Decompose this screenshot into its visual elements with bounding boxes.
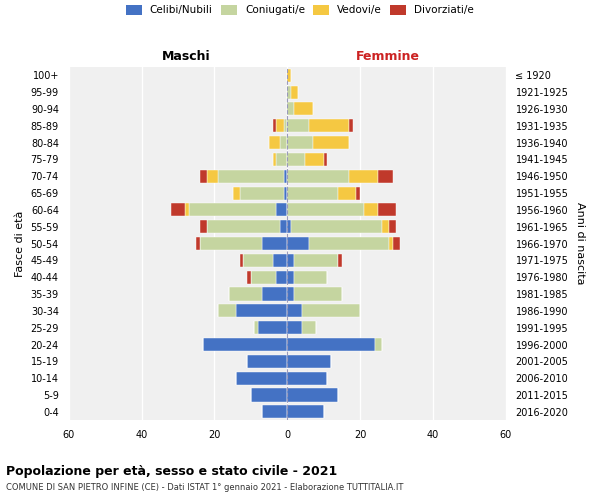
Bar xyxy=(200,170,207,183)
Bar xyxy=(364,204,378,216)
Bar xyxy=(247,270,251,284)
Bar xyxy=(189,204,276,216)
Bar xyxy=(287,220,291,234)
Bar xyxy=(262,406,287,418)
Bar xyxy=(251,270,276,284)
Text: Femmine: Femmine xyxy=(356,50,420,64)
Bar xyxy=(276,119,284,132)
Bar xyxy=(287,237,309,250)
Bar xyxy=(287,355,331,368)
Bar xyxy=(287,186,338,200)
Bar xyxy=(291,220,382,234)
Bar xyxy=(313,136,349,149)
Bar xyxy=(295,254,338,267)
Bar xyxy=(196,237,200,250)
Bar xyxy=(258,321,287,334)
Bar xyxy=(251,388,287,402)
Bar xyxy=(287,119,309,132)
Bar xyxy=(378,204,397,216)
Bar xyxy=(200,237,262,250)
Bar xyxy=(287,170,349,183)
Bar xyxy=(287,372,327,385)
Bar xyxy=(284,186,287,200)
Bar xyxy=(349,170,378,183)
Bar xyxy=(389,220,397,234)
Bar xyxy=(240,254,244,267)
Bar xyxy=(218,304,236,318)
Bar xyxy=(287,270,295,284)
Bar xyxy=(272,119,276,132)
Bar xyxy=(295,288,342,300)
Bar xyxy=(389,237,393,250)
Bar xyxy=(262,237,287,250)
Bar xyxy=(295,270,327,284)
Bar xyxy=(284,170,287,183)
Bar xyxy=(356,186,360,200)
Bar xyxy=(287,288,295,300)
Bar xyxy=(218,170,284,183)
Bar xyxy=(338,186,356,200)
Bar xyxy=(276,270,287,284)
Bar xyxy=(200,220,207,234)
Text: Maschi: Maschi xyxy=(163,50,211,64)
Bar xyxy=(287,254,295,267)
Bar xyxy=(287,102,295,116)
Bar xyxy=(236,372,287,385)
Bar xyxy=(349,119,353,132)
Bar xyxy=(284,119,287,132)
Bar xyxy=(309,237,389,250)
Bar xyxy=(280,220,287,234)
Bar xyxy=(287,321,302,334)
Bar xyxy=(287,204,364,216)
Bar xyxy=(272,254,287,267)
Bar xyxy=(287,153,305,166)
Bar xyxy=(236,304,287,318)
Bar xyxy=(272,153,276,166)
Bar xyxy=(287,136,313,149)
Bar xyxy=(287,68,291,82)
Bar xyxy=(378,170,393,183)
Bar xyxy=(305,153,323,166)
Bar xyxy=(338,254,342,267)
Bar xyxy=(287,338,374,351)
Bar xyxy=(309,119,349,132)
Bar xyxy=(276,204,287,216)
Bar xyxy=(170,204,185,216)
Bar xyxy=(323,153,327,166)
Y-axis label: Fasce di età: Fasce di età xyxy=(15,210,25,277)
Bar xyxy=(291,86,298,98)
Y-axis label: Anni di nascita: Anni di nascita xyxy=(575,202,585,285)
Bar xyxy=(393,237,400,250)
Bar xyxy=(280,136,287,149)
Text: Popolazione per età, sesso e stato civile - 2021: Popolazione per età, sesso e stato civil… xyxy=(6,465,337,478)
Bar xyxy=(382,220,389,234)
Bar xyxy=(374,338,382,351)
Bar xyxy=(302,304,360,318)
Bar xyxy=(276,153,287,166)
Bar xyxy=(269,136,280,149)
Text: COMUNE DI SAN PIETRO INFINE (CE) - Dati ISTAT 1° gennaio 2021 - Elaborazione TUT: COMUNE DI SAN PIETRO INFINE (CE) - Dati … xyxy=(6,482,403,492)
Bar xyxy=(287,86,291,98)
Bar xyxy=(295,102,313,116)
Bar xyxy=(302,321,316,334)
Bar xyxy=(229,288,262,300)
Bar xyxy=(207,170,218,183)
Bar xyxy=(287,304,302,318)
Bar xyxy=(185,204,189,216)
Bar xyxy=(233,186,240,200)
Bar xyxy=(262,288,287,300)
Bar xyxy=(244,254,272,267)
Bar xyxy=(203,338,287,351)
Bar xyxy=(240,186,284,200)
Bar xyxy=(254,321,258,334)
Bar xyxy=(287,388,338,402)
Legend: Celibi/Nubili, Coniugati/e, Vedovi/e, Divorziati/e: Celibi/Nubili, Coniugati/e, Vedovi/e, Di… xyxy=(126,5,474,15)
Bar xyxy=(247,355,287,368)
Bar xyxy=(287,406,323,418)
Bar xyxy=(207,220,280,234)
